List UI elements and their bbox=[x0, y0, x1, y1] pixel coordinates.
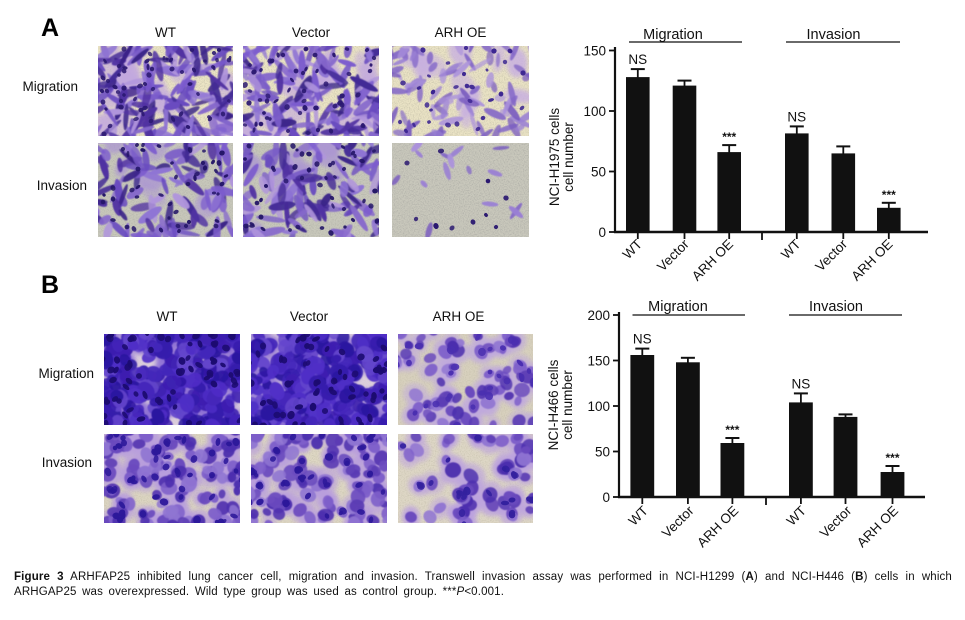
svg-text:NCI-H1975 cells: NCI-H1975 cells bbox=[547, 108, 562, 207]
svg-text:NS: NS bbox=[787, 109, 806, 124]
svg-text:Vector: Vector bbox=[654, 236, 692, 274]
svg-text:50: 50 bbox=[595, 444, 610, 459]
svg-text:150: 150 bbox=[583, 43, 606, 58]
svg-text:***: *** bbox=[722, 130, 736, 144]
svg-text:200: 200 bbox=[587, 308, 610, 323]
svg-text:Migration: Migration bbox=[648, 299, 708, 315]
svg-text:NS: NS bbox=[792, 376, 811, 391]
svg-text:WT: WT bbox=[784, 503, 809, 528]
svg-text:cell number: cell number bbox=[561, 122, 576, 192]
svg-text:Vector: Vector bbox=[659, 503, 697, 541]
svg-text:***: *** bbox=[885, 451, 899, 465]
svg-text:50: 50 bbox=[591, 164, 606, 179]
svg-text:NS: NS bbox=[633, 332, 652, 347]
svg-text:Invasion: Invasion bbox=[809, 299, 863, 315]
svg-text:Vector: Vector bbox=[812, 236, 850, 274]
svg-text:Vector: Vector bbox=[817, 503, 855, 541]
svg-text:NCI-H466 cells: NCI-H466 cells bbox=[546, 359, 561, 450]
svg-text:100: 100 bbox=[583, 104, 606, 119]
svg-text:Invasion: Invasion bbox=[806, 27, 860, 43]
svg-text:ARH OE: ARH OE bbox=[848, 237, 895, 284]
svg-text:0: 0 bbox=[602, 490, 610, 505]
svg-text:WT: WT bbox=[625, 503, 650, 528]
svg-text:100: 100 bbox=[587, 399, 610, 414]
svg-text:ARH OE: ARH OE bbox=[854, 503, 901, 550]
svg-text:ARH OE: ARH OE bbox=[694, 503, 741, 550]
svg-text:WT: WT bbox=[778, 237, 803, 262]
svg-text:WT: WT bbox=[620, 237, 645, 262]
svg-text:***: *** bbox=[882, 188, 896, 202]
svg-text:0: 0 bbox=[598, 225, 606, 240]
svg-text:cell number: cell number bbox=[560, 370, 575, 440]
svg-text:150: 150 bbox=[587, 353, 610, 368]
svg-text:ARH OE: ARH OE bbox=[689, 237, 736, 284]
svg-text:***: *** bbox=[725, 423, 739, 437]
svg-text:Migration: Migration bbox=[643, 27, 703, 43]
svg-text:NS: NS bbox=[628, 52, 647, 67]
